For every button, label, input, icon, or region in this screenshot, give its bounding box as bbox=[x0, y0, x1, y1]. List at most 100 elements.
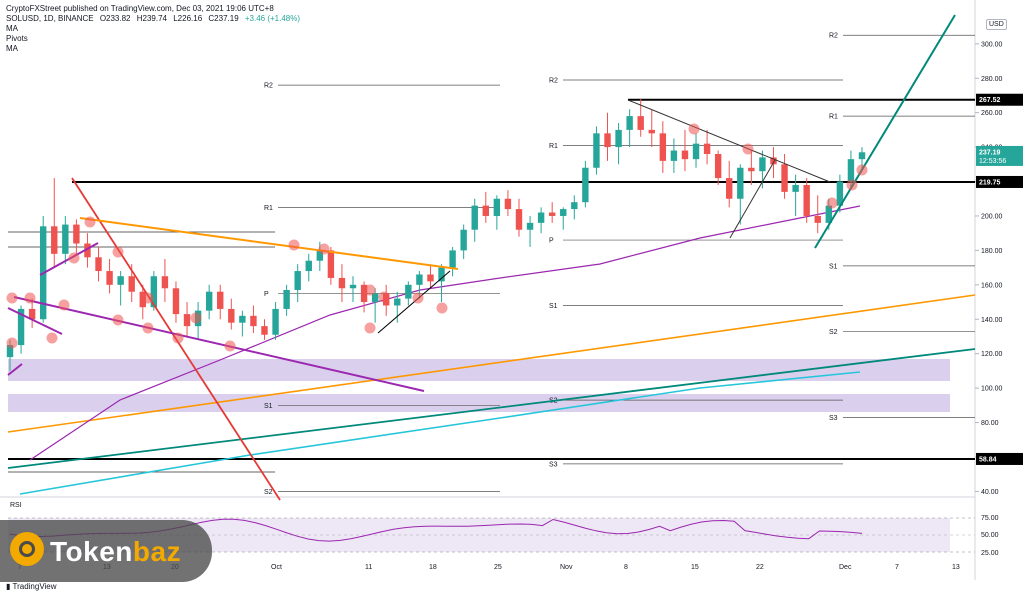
candle-body bbox=[637, 116, 644, 130]
candle-body bbox=[28, 308, 36, 320]
currency-label[interactable]: USD bbox=[986, 19, 1007, 30]
trend-line bbox=[13, 296, 425, 392]
candle-body bbox=[438, 267, 445, 282]
candle-body bbox=[449, 250, 456, 268]
y-tick-label: 80.00 bbox=[981, 420, 999, 427]
candle-body bbox=[604, 133, 611, 148]
x-tick-label: 7 bbox=[895, 564, 899, 571]
indicator-ma-2[interactable]: MA bbox=[6, 44, 18, 53]
close-value: C237.19 bbox=[208, 14, 239, 23]
pivot-label: S3 bbox=[549, 461, 558, 468]
pivot-label: R2 bbox=[264, 83, 273, 90]
candle-body bbox=[6, 345, 14, 358]
y-tick-label: 200.00 bbox=[981, 213, 1003, 220]
candle-body bbox=[460, 229, 467, 251]
pivot-label: P bbox=[549, 238, 554, 245]
indicator-ma-1[interactable]: MA bbox=[6, 24, 18, 33]
pivot-label: R2 bbox=[549, 77, 558, 84]
y-tick-label: 280.00 bbox=[981, 76, 1003, 83]
swing-marker bbox=[172, 332, 184, 344]
candle-body bbox=[405, 284, 412, 299]
price-label: 219.75 bbox=[979, 179, 1001, 186]
support-zone bbox=[8, 359, 950, 381]
watermark-text: Tokenbaz bbox=[50, 536, 182, 567]
price-label-box bbox=[976, 93, 1023, 106]
rsi-tick-label: 25.00 bbox=[981, 550, 999, 557]
candle-body bbox=[283, 289, 290, 309]
price-label: 237.19 bbox=[979, 149, 1001, 156]
trend-teal-line bbox=[7, 348, 976, 469]
pivot-label: S1 bbox=[264, 403, 273, 410]
swing-marker bbox=[742, 143, 754, 155]
swing-marker bbox=[142, 292, 154, 304]
ma-purple-line bbox=[29, 205, 861, 461]
pivot-label: S2 bbox=[829, 329, 838, 336]
trend-line bbox=[729, 159, 776, 239]
candle-body bbox=[106, 271, 113, 285]
candle-body bbox=[416, 274, 423, 285]
x-tick-label: Oct bbox=[271, 564, 282, 571]
swing-marker bbox=[190, 312, 202, 324]
candle-body bbox=[471, 205, 478, 230]
x-tick-label: 25 bbox=[494, 564, 502, 571]
pivot-label: S3 bbox=[829, 415, 838, 422]
candle-body bbox=[294, 271, 301, 290]
candle-body bbox=[250, 315, 257, 327]
price-label: 58.84 bbox=[979, 456, 997, 463]
trend-line bbox=[7, 363, 23, 376]
swing-marker bbox=[24, 292, 36, 304]
x-tick-label: 8 bbox=[624, 564, 628, 571]
indicator-pivots[interactable]: Pivots bbox=[6, 34, 28, 43]
candle-body bbox=[183, 314, 191, 327]
trend-line bbox=[7, 307, 63, 335]
swing-marker bbox=[142, 322, 154, 334]
price-label-box bbox=[976, 452, 1023, 465]
candle-body bbox=[172, 288, 180, 315]
swing-marker bbox=[68, 252, 80, 264]
candle-body bbox=[537, 212, 545, 223]
swing-marker bbox=[288, 239, 300, 251]
x-tick-label: Dec bbox=[839, 564, 852, 571]
swing-marker bbox=[224, 340, 236, 352]
candle-body bbox=[781, 164, 788, 192]
candle-body bbox=[560, 209, 567, 216]
candle-body bbox=[648, 129, 655, 134]
pivot-label: R1 bbox=[549, 143, 558, 150]
candle-body bbox=[217, 291, 224, 309]
open-value: O233.82 bbox=[99, 14, 131, 23]
swing-marker bbox=[846, 179, 858, 191]
candle-body bbox=[759, 157, 766, 172]
candle-body bbox=[228, 308, 235, 323]
pivot-label: R1 bbox=[264, 205, 273, 212]
candle-body bbox=[371, 293, 379, 303]
y-tick-label: 160.00 bbox=[981, 282, 1003, 289]
high-value: H239.74 bbox=[136, 14, 167, 23]
swing-marker bbox=[364, 284, 376, 296]
price-label: 267.52 bbox=[979, 97, 1001, 104]
rsi-tick-label: 75.00 bbox=[981, 515, 999, 522]
candle-body bbox=[858, 152, 866, 160]
candle-body bbox=[847, 159, 855, 182]
swing-marker bbox=[826, 197, 838, 209]
price-label-box bbox=[976, 175, 1023, 188]
candle-body bbox=[349, 284, 357, 289]
candle-body bbox=[703, 143, 711, 154]
tradingview-logo[interactable]: ▮ TradingView bbox=[6, 582, 57, 591]
x-tick-label: 18 bbox=[429, 564, 437, 571]
swing-marker bbox=[412, 292, 424, 304]
candle-body bbox=[515, 209, 523, 230]
x-tick-label: 22 bbox=[756, 564, 764, 571]
candle-body bbox=[261, 326, 268, 335]
ma-cyan-line bbox=[19, 371, 861, 495]
candle-body bbox=[670, 150, 678, 161]
candle-body bbox=[17, 308, 25, 346]
candle-body bbox=[626, 116, 633, 130]
candle-body bbox=[316, 250, 324, 261]
candle-body bbox=[792, 184, 799, 192]
swing-marker bbox=[112, 314, 124, 326]
candle-body bbox=[748, 167, 755, 172]
candle-body bbox=[272, 308, 279, 335]
swing-marker bbox=[856, 164, 868, 176]
symbol[interactable]: SOLUSD, 1D, BINANCE bbox=[6, 14, 94, 23]
